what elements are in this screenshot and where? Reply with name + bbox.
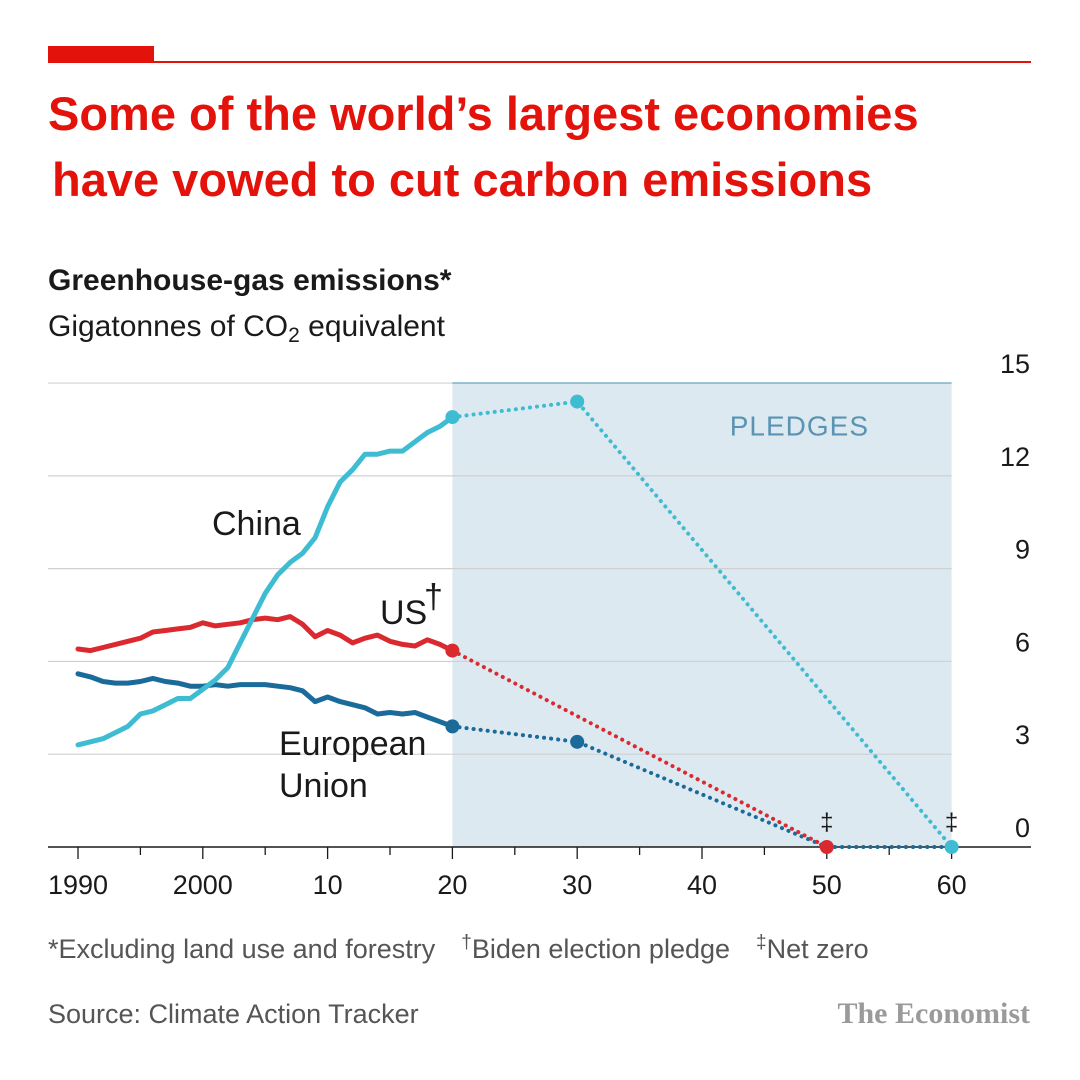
y-tick-label-0: 0: [1015, 813, 1030, 843]
china-historical-line: [75, 414, 455, 748]
series-label-eu-line1: European: [279, 725, 426, 763]
x-tick-label-2010: 10: [313, 870, 343, 900]
y-tick-label-3: 3: [1015, 720, 1030, 750]
china-pledge-point-2030: [570, 394, 585, 409]
x-tick-label-2060: 60: [937, 870, 967, 900]
y-tick-label-15: 15: [1000, 349, 1030, 379]
y-tick-label-12: 12: [1000, 442, 1030, 472]
footnote-biden: Biden election pledge: [472, 934, 730, 964]
y-tick-label-6: 6: [1015, 627, 1030, 657]
us-pledge-point-2020: [445, 643, 460, 658]
us-pledge-point-2050: [819, 840, 834, 854]
footnote-excluding: *Excluding land use and forestry: [48, 934, 436, 964]
series-label-eu-line2: Union: [279, 767, 368, 805]
china-pledge-line: [450, 399, 954, 849]
series-label-china: China: [212, 505, 301, 543]
net-zero-mark-2050: ‡: [820, 809, 833, 836]
source-note: Source: Climate Action Tracker: [48, 999, 419, 1029]
chart-subtitle: Greenhouse-gas emissions*: [48, 264, 452, 297]
china-pledge-point-2060: [944, 840, 959, 854]
x-tick-label-2040: 40: [687, 870, 717, 900]
us-historical-line: [75, 614, 455, 654]
x-tick-label-2050: 50: [812, 870, 842, 900]
unit-prefix: Gigatonnes of CO: [48, 310, 288, 343]
footnote-net-zero: Net zero: [767, 934, 869, 964]
y-tick-label-9: 9: [1015, 535, 1030, 565]
chart-title-line1: Some of the world’s largest economies: [48, 87, 919, 140]
header-accent-bar: [48, 46, 154, 62]
chart-title-line2: have vowed to cut carbon emissions: [52, 153, 872, 206]
pledges-band: [452, 383, 952, 847]
footnote: *Excluding land use and forestry †Biden e…: [48, 932, 869, 964]
footnote-double-dagger-mark: ‡: [756, 932, 767, 953]
unit-subscript: 2: [288, 324, 300, 347]
eu-historical-line: [75, 671, 455, 729]
footnote-dagger-mark: †: [461, 932, 472, 953]
brand-logo: The Economist: [837, 997, 1030, 1030]
x-tick-label-2020: 20: [437, 870, 467, 900]
unit-suffix: equivalent: [300, 310, 446, 343]
china-pledge-point-2020: [445, 410, 460, 425]
net-zero-mark-2060: ‡: [945, 809, 958, 836]
pledges-label: PLEDGES: [730, 411, 869, 442]
series-label-us-dagger: †: [424, 578, 443, 616]
eu-pledge-point-2020: [445, 719, 460, 734]
unit-label: Gigatonnes of CO2 equivalent: [48, 310, 446, 347]
us-pledge-line: [450, 648, 829, 849]
x-tick-label-1990: 1990: [48, 870, 108, 900]
x-tick-label-2000: 2000: [173, 870, 233, 900]
x-tick-label-2030: 30: [562, 870, 592, 900]
series-label-us: US: [380, 594, 427, 632]
eu-pledge-line: [450, 724, 954, 849]
eu-pledge-point-2030: [570, 734, 585, 749]
